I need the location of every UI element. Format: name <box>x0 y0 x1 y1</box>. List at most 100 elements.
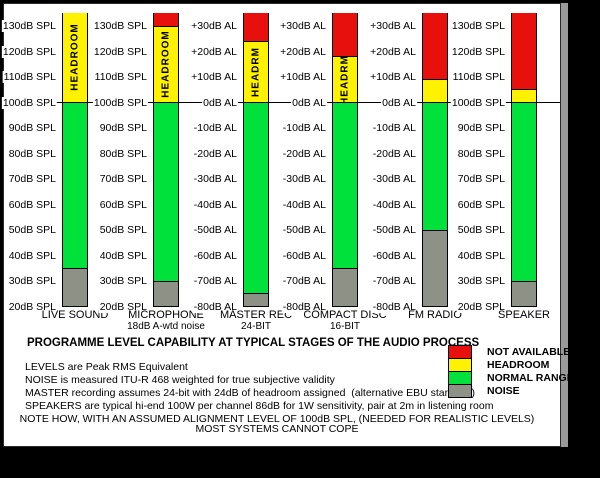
segment-normal <box>63 102 87 268</box>
tick-label: -10dB AL <box>281 122 327 134</box>
tick-label: 30dB SPL <box>98 275 148 287</box>
segment-headroom <box>423 79 447 102</box>
right-bevel-strip <box>561 3 568 447</box>
stage-subcaption: 16-BIT <box>329 321 360 332</box>
stage-bar-compact-disc: HEADRM <box>332 12 358 307</box>
tick-label: +30dB AL <box>279 20 327 32</box>
segment-normal <box>423 102 447 230</box>
stage-bar-microphone: HEADROOM <box>153 12 179 307</box>
stage-bar-fm-radio <box>422 12 448 307</box>
tick-label: 110dB SPL <box>2 71 57 83</box>
legend-swatch-headroom <box>448 358 472 372</box>
segment-headroom: HEADRM <box>333 54 357 105</box>
segment-noise <box>244 293 268 306</box>
tick-label: -80dB AL <box>281 300 327 313</box>
stage-bar-master-rec: HEADRM <box>243 12 269 307</box>
headroom-vertical-label: HEADRM <box>339 54 351 105</box>
note-master: MASTER recording assumes 24-bit with 24d… <box>25 387 475 399</box>
tick-label: 100dB SPL <box>450 96 506 109</box>
note-levels: LEVELS are Peak RMS Equivalent <box>25 361 188 373</box>
tick-label: +10dB AL <box>369 71 417 83</box>
tick-label: -30dB AL <box>281 173 327 185</box>
segment-headroom: HEADRM <box>244 40 268 102</box>
tick-label: -60dB AL <box>371 249 417 262</box>
tick-label: 70dB SPL <box>7 173 57 185</box>
footnote-line-2: MOST SYSTEMS CANNOT COPE <box>195 423 359 435</box>
legend-label-noise: NOISE <box>487 384 520 397</box>
tick-label: -10dB AL <box>192 122 238 134</box>
tick-label: -60dB AL <box>281 249 327 262</box>
tick-label: 130dB SPL <box>1 20 57 32</box>
segment-noise <box>154 280 178 306</box>
tick-label: 100dB SPL <box>92 96 148 109</box>
tick-label: 60dB SPL <box>456 198 506 211</box>
tick-label: 40dB SPL <box>98 249 148 262</box>
stage-bar-live-sound: HEADROOM <box>62 12 88 307</box>
tick-label: 90dB SPL <box>98 122 148 134</box>
segment-normal <box>154 102 178 281</box>
tick-label: -20dB AL <box>192 147 238 160</box>
tick-label: 80dB SPL <box>98 147 148 160</box>
segment-normal <box>333 102 357 268</box>
segment-noise <box>423 229 447 306</box>
tick-label: +30dB AL <box>190 20 238 32</box>
tick-label: 70dB SPL <box>98 173 148 185</box>
tick-label: -20dB AL <box>371 147 417 160</box>
stage-subcaption: 18dB A-wtd noise <box>127 321 205 332</box>
segment-not_available <box>154 12 178 26</box>
tick-label: -80dB AL <box>371 300 417 313</box>
headroom-vertical-label: HEADROOM <box>160 30 172 98</box>
tick-label: -70dB AL <box>281 275 327 287</box>
legend-swatch-normal <box>448 371 472 385</box>
tick-label: +30dB AL <box>369 20 417 32</box>
tick-label: 20dB SPL <box>456 300 506 313</box>
tick-label: 0dB AL <box>291 96 327 109</box>
tick-label: 50dB SPL <box>7 224 57 236</box>
tick-label: -20dB AL <box>281 147 327 160</box>
tick-label: 110dB SPL <box>93 71 148 83</box>
tick-label: -50dB AL <box>281 224 327 236</box>
stage-bar-speaker <box>511 12 537 307</box>
tick-label: 60dB SPL <box>98 198 148 211</box>
tick-label: 100dB SPL <box>1 96 57 109</box>
footnote-line-1: NOTE HOW, WITH AN ASSUMED ALIGNMENT LEVE… <box>19 413 535 425</box>
stage-caption: COMPACT DISC <box>303 309 387 321</box>
tick-label: 80dB SPL <box>456 147 506 160</box>
legend-label-headroom: HEADROOM <box>487 358 550 371</box>
note-noise: NOISE is measured ITU-R 468 weighted for… <box>25 374 335 386</box>
tick-label: +10dB AL <box>190 71 238 83</box>
chart-title: PROGRAMME LEVEL CAPABILITY AT TYPICAL ST… <box>27 337 480 349</box>
tick-label: -80dB AL <box>192 300 238 313</box>
segment-headroom: HEADROOM <box>63 12 87 102</box>
stage-caption: FM RADIO <box>408 309 462 321</box>
tick-label: 0dB AL <box>381 96 417 109</box>
stage-caption: LIVE SOUND <box>41 309 109 321</box>
segment-not_available <box>512 12 536 90</box>
segment-not_available <box>423 12 447 80</box>
tick-label: 130dB SPL <box>450 20 506 32</box>
tick-label: -30dB AL <box>192 173 238 185</box>
tick-label: -60dB AL <box>192 249 238 262</box>
tick-label: 90dB SPL <box>456 122 506 134</box>
tick-label: 30dB SPL <box>7 275 57 287</box>
segment-not_available <box>333 12 357 57</box>
legend-label-not_available: NOT AVAILABLE <box>487 345 571 358</box>
tick-label: 0dB AL <box>202 96 238 109</box>
stage-subcaption: 24-BIT <box>240 321 271 332</box>
tick-label: 40dB SPL <box>456 249 506 262</box>
tick-label: +20dB AL <box>190 45 238 58</box>
legend-swatch-noise <box>448 384 472 398</box>
tick-label: 120dB SPL <box>92 45 148 58</box>
tick-label: 40dB SPL <box>7 249 57 262</box>
tick-label: -70dB AL <box>192 275 238 287</box>
tick-label: -40dB AL <box>371 198 417 211</box>
note-speakers: SPEAKERS are typical hi-end 100W per cha… <box>25 400 494 412</box>
tick-label: 20dB SPL <box>7 300 57 313</box>
tick-label: 80dB SPL <box>7 147 57 160</box>
tick-label: -70dB AL <box>371 275 417 287</box>
segment-noise <box>63 267 87 306</box>
tick-label: 120dB SPL <box>1 45 57 58</box>
segment-headroom: HEADROOM <box>154 25 178 102</box>
